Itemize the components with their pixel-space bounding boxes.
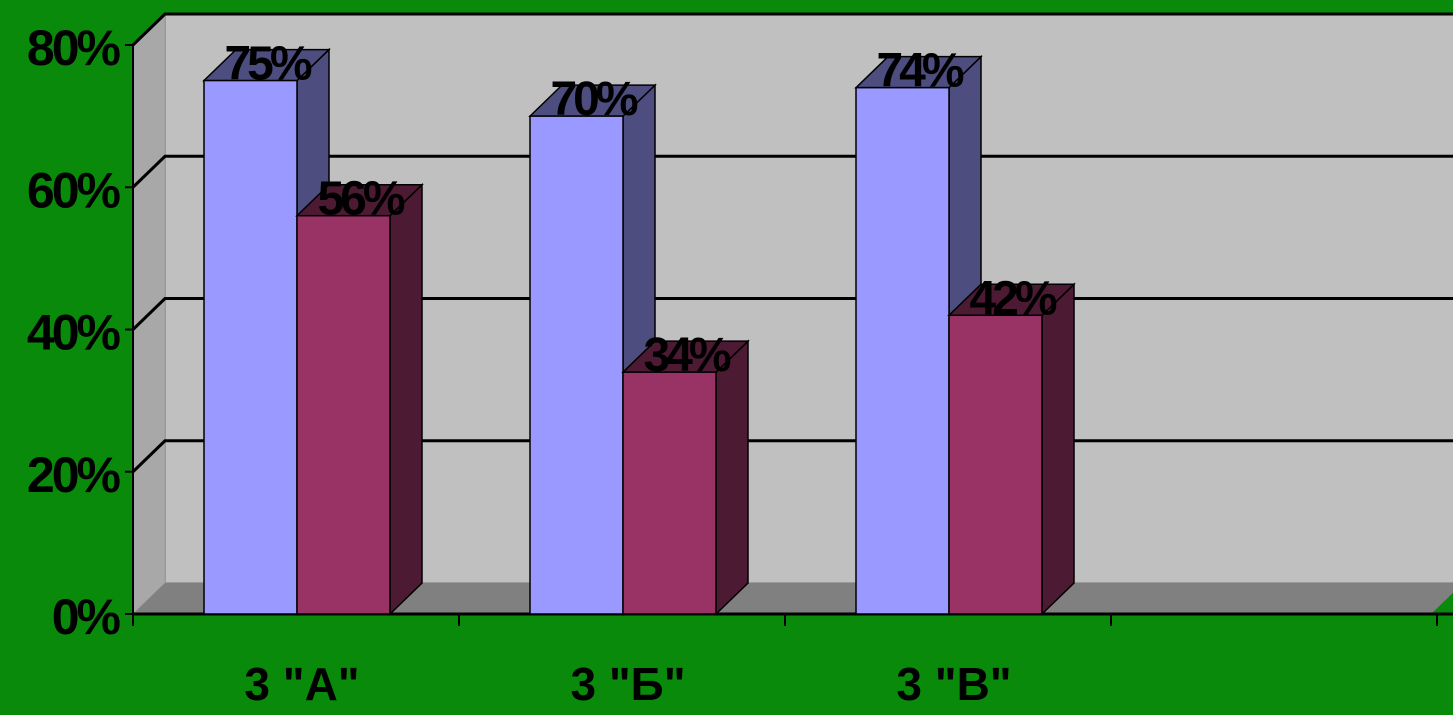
data-label: 34% (643, 329, 730, 382)
y-tick-label: 80% (27, 20, 121, 76)
data-label: 70% (550, 73, 637, 126)
gridline (131, 154, 1453, 189)
x-category-label: 3 "Б" (570, 658, 685, 710)
x-category-label: 3 "В" (896, 658, 1011, 710)
data-label: 75% (224, 38, 311, 91)
data-label: 74% (876, 45, 963, 98)
y-tick-label: 20% (27, 447, 121, 503)
bar-front-face (296, 214, 391, 615)
bar-front-face (855, 86, 950, 615)
y-tick-label: 0% (52, 589, 121, 645)
y-tick-label: 40% (27, 305, 121, 361)
bar-series2 (947, 282, 1076, 616)
data-label: 56% (317, 173, 404, 226)
bar-front-face (203, 79, 298, 615)
bar-series2 (621, 339, 750, 616)
bar-front-face (622, 371, 717, 615)
bar-side-face (389, 182, 423, 616)
bar-side-face (1041, 282, 1075, 616)
bar-front-face (529, 115, 624, 615)
data-label: 42% (969, 272, 1056, 325)
x-category-label: 3 "А" (244, 658, 359, 710)
bar-series2 (295, 182, 424, 616)
gridline (131, 12, 1453, 47)
bar-front-face (948, 314, 1043, 615)
y-tick-label: 60% (27, 162, 121, 218)
plot-floor (133, 583, 1453, 614)
